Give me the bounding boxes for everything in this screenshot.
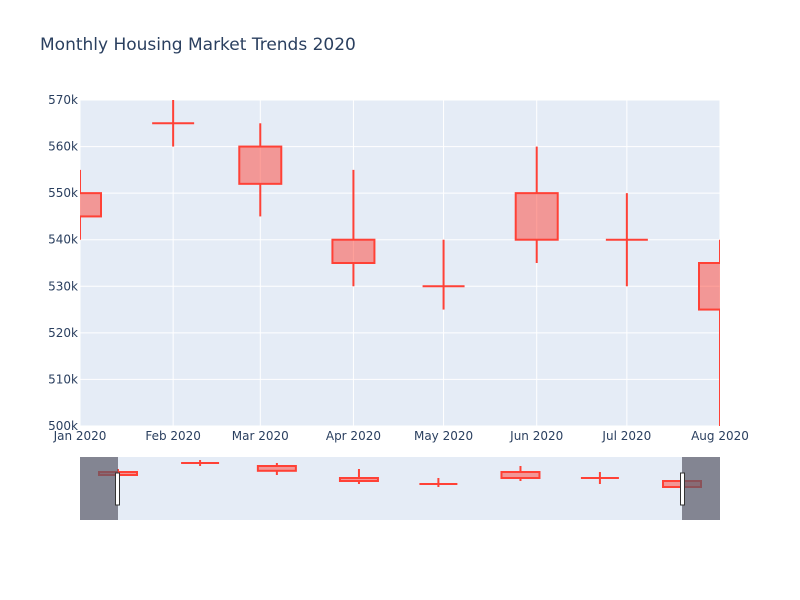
x-tick-label: Aug 2020 xyxy=(691,429,749,443)
y-tick-label: 570k xyxy=(48,93,78,107)
candle-body xyxy=(256,465,297,472)
y-tick-label: 530k xyxy=(48,279,78,293)
x-tick-label: Jun 2020 xyxy=(509,429,563,443)
y-axis-ticks: 500k 510k 520k 530k 540k 550k 560k 570k xyxy=(48,93,78,433)
range-slider[interactable] xyxy=(80,457,720,520)
x-tick-label: Jan 2020 xyxy=(53,429,107,443)
range-slider-background xyxy=(80,457,720,520)
chart-title: Monthly Housing Market Trends 2020 xyxy=(40,35,356,55)
y-tick-label: 500k xyxy=(48,419,78,433)
y-tick-label: 540k xyxy=(48,233,78,247)
range-slider-left-handle[interactable] xyxy=(115,472,120,506)
range-slider-left-mask xyxy=(80,457,118,520)
candle-body xyxy=(238,145,283,185)
candle-body xyxy=(514,192,559,241)
y-tick-label: 510k xyxy=(48,372,78,386)
y-tick-label: 520k xyxy=(48,326,78,340)
candle-body xyxy=(698,262,720,311)
x-axis-ticks: Jan 2020 Feb 2020 Mar 2020 Apr 2020 May 2020… xyxy=(53,429,749,443)
candle-body xyxy=(331,238,376,264)
candle-body xyxy=(338,477,379,482)
y-tick-label: 560k xyxy=(48,140,78,154)
candle-body xyxy=(80,192,102,218)
x-tick-label: Mar 2020 xyxy=(232,429,289,443)
range-slider-right-handle[interactable] xyxy=(680,472,685,506)
x-tick-label: Apr 2020 xyxy=(326,429,381,443)
x-tick-label: May 2020 xyxy=(414,429,473,443)
x-tick-label: Feb 2020 xyxy=(145,429,201,443)
candle-body xyxy=(500,471,541,479)
range-slider-right-mask xyxy=(682,457,720,520)
x-tick-label: Jul 2020 xyxy=(601,429,651,443)
candles-layer xyxy=(80,100,720,426)
plot-area xyxy=(80,100,720,426)
y-tick-label: 550k xyxy=(48,186,78,200)
